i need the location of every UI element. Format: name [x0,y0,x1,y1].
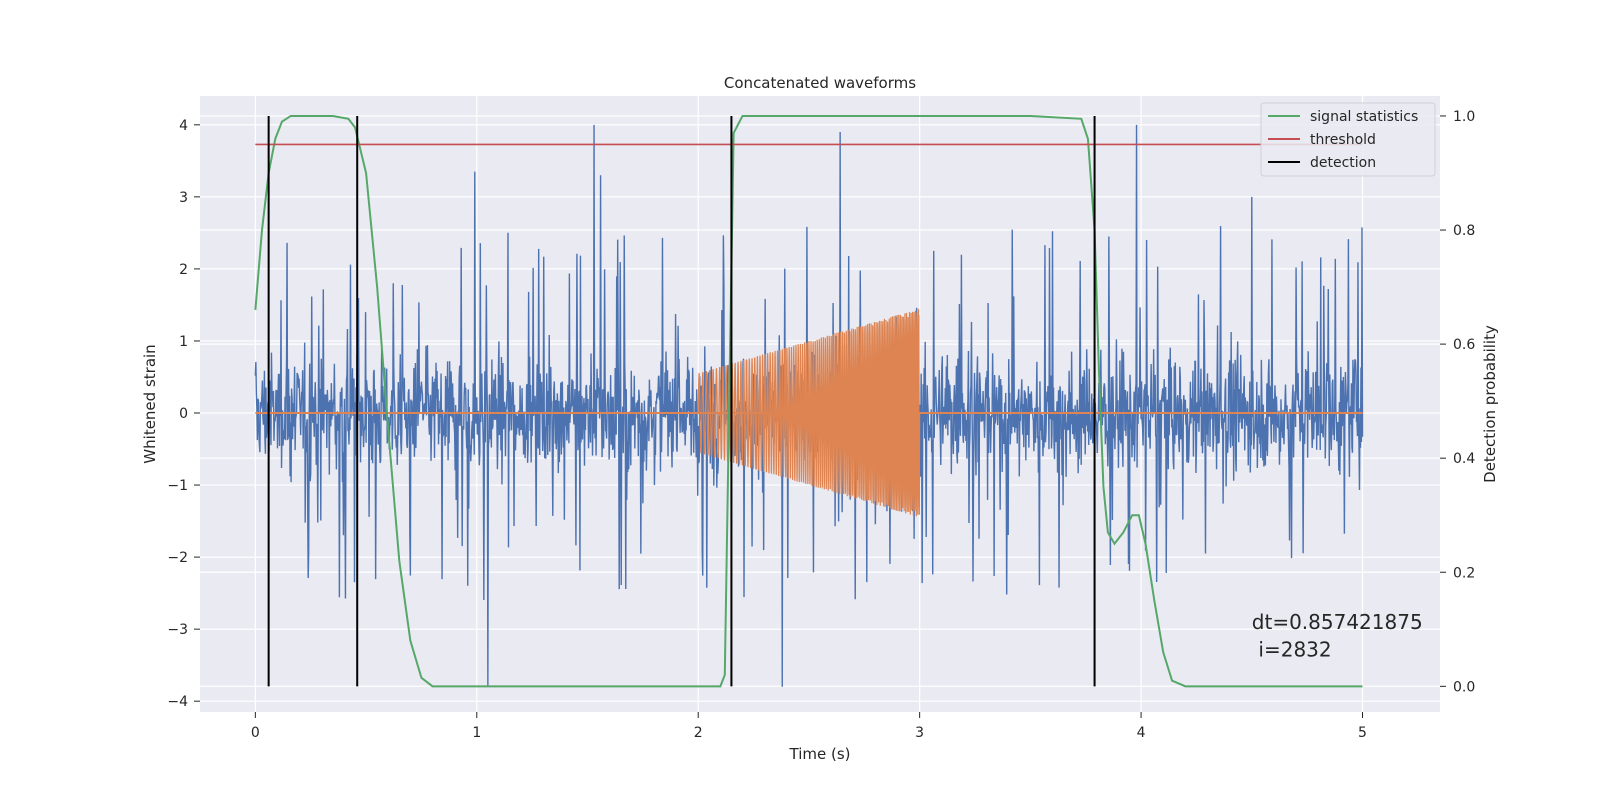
x-tick-label: 1 [472,725,481,741]
signal-statistics-line [254,114,1363,688]
legend-label-threshold: threshold [1310,132,1376,148]
y2-tick-label: 0.2 [1453,565,1475,581]
y2-tick-label: 0.8 [1453,223,1475,239]
legend: signal statistics threshold detection [1260,102,1436,177]
x-tick-label: 0 [251,725,260,741]
bottom-axis-ticks: 0 1 2 3 4 5 [251,712,1367,741]
y2-axis-label: Detection probability [1481,325,1499,483]
x-tick-label: 2 [694,725,703,741]
annotations: dt=0.857421875 i=2832 [1252,610,1423,661]
y-tick-label: −3 [167,622,188,638]
series-layer [254,114,1364,688]
legend-label-signal-statistics: signal statistics [1310,109,1418,125]
legend-box [1260,102,1436,177]
y2-tick-label: 1.0 [1453,109,1475,125]
y2-tick-label: 0.0 [1453,679,1475,695]
annotation-text: dt=0.857421875 [1252,610,1423,634]
detection-lines [267,115,1096,687]
chart-title: Concatenated waveforms [724,74,916,92]
y-tick-label: −2 [167,550,188,566]
waveform-series-line [697,308,921,517]
y-tick-label: 0 [179,406,188,422]
x-tick-label: 5 [1358,725,1367,741]
annotation-text: i=2832 [1258,638,1331,662]
x-tick-label: 4 [1137,725,1146,741]
y-tick-label: 1 [179,334,188,350]
legend-label-detection: detection [1310,155,1376,171]
y2-tick-label: 0.6 [1453,337,1475,353]
y-tick-label: 3 [179,190,188,206]
left-axis-ticks: −4 −3 −2 −1 0 1 2 3 4 [167,118,200,710]
y-tick-label: −1 [167,478,188,494]
y-tick-label: 4 [179,118,188,134]
y-tick-label: −4 [167,694,188,710]
y-axis-label: Whitened strain [141,344,159,463]
right-axis-ticks: 0.0 0.2 0.4 0.6 0.8 1.0 [1440,109,1475,695]
x-tick-label: 3 [915,725,924,741]
y-tick-label: 2 [179,262,188,278]
x-axis-label: Time (s) [789,745,851,763]
y2-tick-label: 0.4 [1453,451,1475,467]
